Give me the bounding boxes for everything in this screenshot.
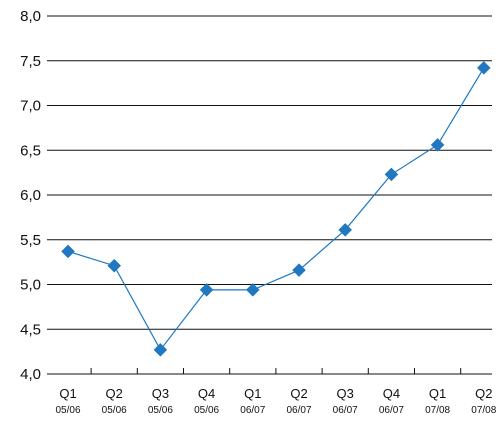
data-point	[61, 244, 75, 259]
y-tick-label: 6,0	[20, 187, 41, 204]
x-tick-label-year: 05/06	[55, 405, 80, 416]
x-tick-labels: Q1 05/06 Q2 05/06 Q3 05/06 Q4 05/06 Q1 06/07 Q2 06/…	[55, 386, 496, 416]
data-point	[476, 61, 491, 75]
y-tick-label: 4,0	[20, 366, 41, 383]
x-tick-label-year: 07/08	[471, 405, 496, 416]
x-tick-label-year: 05/06	[148, 405, 173, 416]
x-tick-label-quarter: Q4	[383, 386, 400, 401]
data-point	[338, 223, 353, 237]
x-tick-label-year: 07/08	[425, 405, 450, 416]
y-tick-label: 5,5	[20, 232, 41, 249]
data-point	[199, 283, 214, 297]
x-tick-label-year: 05/06	[194, 405, 219, 416]
series-group	[61, 61, 491, 357]
gridlines	[47, 15, 492, 375]
data-point	[245, 283, 260, 297]
y-tick-label: 5,0	[20, 277, 41, 294]
x-tick-label-quarter: Q2	[106, 386, 123, 401]
data-point	[292, 263, 306, 278]
y-tick-label: 4,5	[20, 321, 41, 338]
x-tick-label-quarter: Q3	[337, 386, 354, 401]
x-tick-label-year: 06/07	[286, 405, 311, 416]
data-point	[384, 167, 399, 182]
x-tick-label-quarter: Q1	[59, 386, 76, 401]
data-point	[107, 258, 122, 273]
y-tick-label: 7,0	[20, 98, 41, 115]
series-line	[67, 67, 485, 351]
x-tick-label-year: 06/07	[240, 405, 265, 416]
y-tick-label: 6,5	[20, 142, 41, 159]
x-tick-label-quarter: Q4	[198, 386, 215, 401]
data-point	[430, 138, 445, 152]
x-tick-label-quarter: Q2	[290, 386, 307, 401]
x-tick-label-quarter: Q1	[429, 386, 446, 401]
x-tick-label-quarter: Q3	[152, 386, 169, 401]
data-point	[153, 342, 168, 357]
x-tick-label-quarter: Q1	[244, 386, 261, 401]
x-axis	[90, 368, 462, 374]
x-tick-label-year: 05/06	[102, 405, 127, 416]
x-tick-label-quarter: Q2	[475, 386, 492, 401]
y-tick-labels: 4,0 4,5 5,0 5,5 6,0 6,5 7,0 7,5 8,0	[20, 8, 41, 383]
x-tick-label-year: 06/07	[333, 405, 358, 416]
x-tick-label-year: 06/07	[379, 405, 404, 416]
y-tick-label: 8,0	[20, 8, 41, 25]
y-tick-label: 7,5	[20, 53, 41, 70]
